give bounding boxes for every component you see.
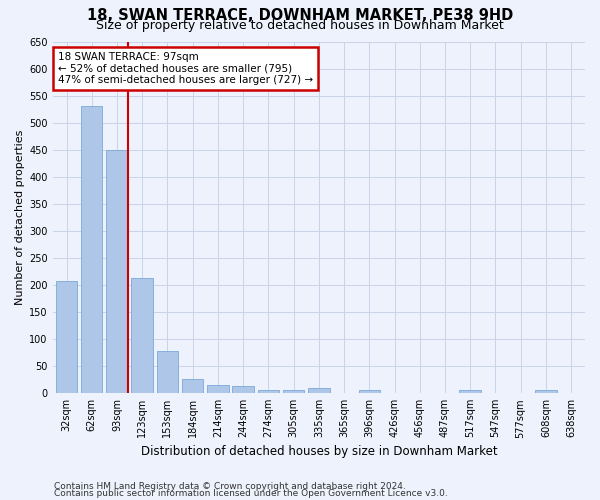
Bar xyxy=(535,390,557,393)
Text: Contains HM Land Registry data © Crown copyright and database right 2024.: Contains HM Land Registry data © Crown c… xyxy=(54,482,406,491)
Bar xyxy=(460,390,481,393)
Bar xyxy=(232,386,254,393)
Bar xyxy=(308,388,329,393)
Bar xyxy=(207,384,229,393)
Bar xyxy=(106,150,128,393)
Bar xyxy=(157,351,178,393)
X-axis label: Distribution of detached houses by size in Downham Market: Distribution of detached houses by size … xyxy=(140,444,497,458)
Text: 18, SWAN TERRACE, DOWNHAM MARKET, PE38 9HD: 18, SWAN TERRACE, DOWNHAM MARKET, PE38 9… xyxy=(87,8,513,22)
Text: Contains public sector information licensed under the Open Government Licence v3: Contains public sector information licen… xyxy=(54,488,448,498)
Bar xyxy=(131,278,153,393)
Bar xyxy=(81,106,103,393)
Bar xyxy=(283,390,304,393)
Bar xyxy=(359,390,380,393)
Text: Size of property relative to detached houses in Downham Market: Size of property relative to detached ho… xyxy=(96,19,504,32)
Bar xyxy=(182,378,203,393)
Bar xyxy=(257,390,279,393)
Bar xyxy=(56,280,77,393)
Y-axis label: Number of detached properties: Number of detached properties xyxy=(15,130,25,305)
Text: 18 SWAN TERRACE: 97sqm
← 52% of detached houses are smaller (795)
47% of semi-de: 18 SWAN TERRACE: 97sqm ← 52% of detached… xyxy=(58,52,313,86)
